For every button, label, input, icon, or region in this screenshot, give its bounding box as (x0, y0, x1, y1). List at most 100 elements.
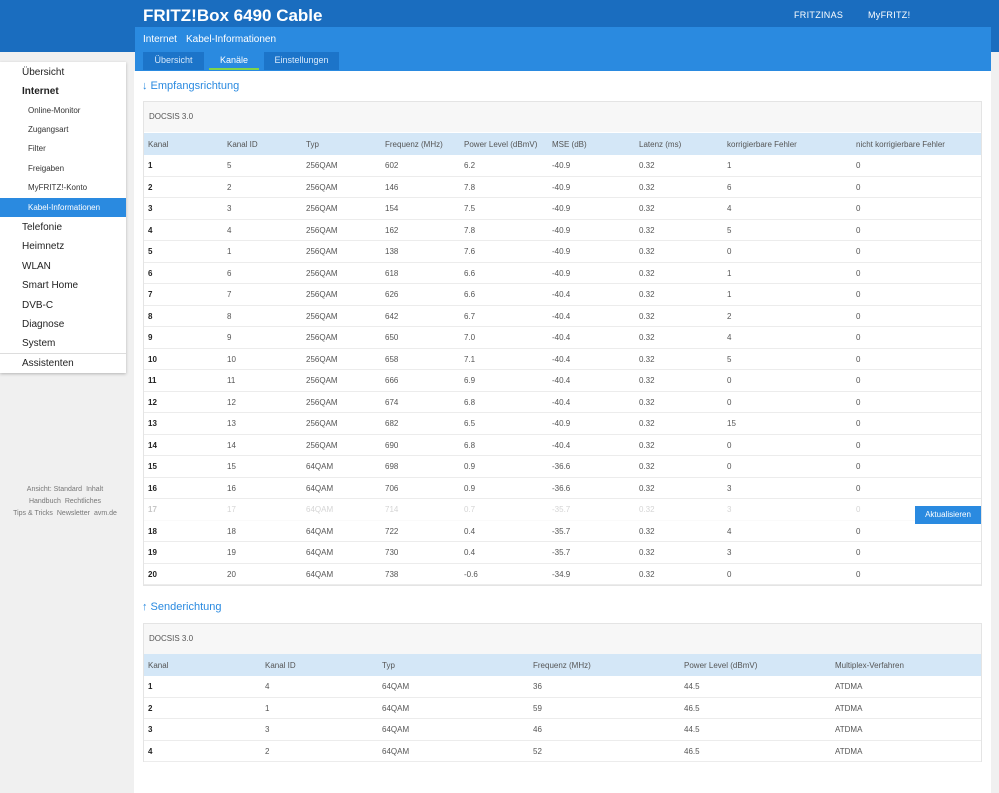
table-cell: 0 (856, 247, 861, 256)
sidebar-item-system[interactable]: System (22, 338, 56, 349)
table-cell: 682 (385, 419, 399, 428)
table-cell: 256QAM (306, 268, 338, 278)
sidebar-item-zugangsart[interactable]: Zugangsart (28, 125, 69, 134)
table-cell: 256QAM (306, 354, 338, 364)
breadcrumb-internet[interactable]: Internet (143, 34, 177, 45)
table-cell: 666 (385, 376, 399, 385)
table-cell: 20 (148, 569, 157, 579)
table-cell: -40.9 (552, 247, 571, 256)
table-cell: -40.4 (552, 354, 571, 364)
table-cell: 2 (265, 746, 270, 756)
column-header: Typ (382, 661, 395, 670)
table-cell: 3 (727, 505, 732, 514)
sidebar-item-diagnose[interactable]: Diagnose (22, 319, 65, 330)
footer-link[interactable]: Ansicht: Standard (26, 486, 83, 493)
upstream-docsis-label: DOCSIS 3.0 (144, 624, 981, 654)
table-row: 20 20 64QAM 738 -0.6 -34.9 0.32 0 0 (144, 564, 981, 585)
sidebar-item-assistenten[interactable]: Assistenten (0, 353, 126, 372)
sidebar-item-freigaben[interactable]: Freigaben (28, 164, 65, 173)
table-cell: 0.32 (639, 440, 655, 450)
table-cell: 36 (533, 682, 542, 691)
table-cell: 138 (385, 247, 399, 256)
sidebar-item-myfritz-konto[interactable]: MyFRITZ!-Konto (28, 183, 88, 192)
footer-link[interactable]: Handbuch (28, 498, 61, 505)
table-cell: 146 (385, 182, 399, 192)
table-cell: 3 (148, 204, 153, 213)
table-row: 2 2 256QAM 146 7.8 -40.9 0.32 6 0 (144, 177, 981, 198)
table-cell: 6 (727, 182, 732, 192)
column-header: Typ (306, 140, 319, 149)
table-cell: 0 (856, 397, 861, 407)
tab-einstellungen[interactable]: Einstellungen (264, 52, 339, 70)
table-cell: 0.9 (464, 462, 476, 471)
sidebar-item-dvb-c[interactable]: DVB-C (22, 300, 54, 311)
table-cell: -36.6 (552, 462, 571, 471)
tab-uebersicht[interactable]: Übersicht (143, 52, 204, 70)
table-cell: 9 (148, 333, 153, 342)
footer-link[interactable]: Rechtliches (64, 498, 102, 505)
sidebar-item-telefonie[interactable]: Telefonie (22, 222, 63, 233)
table-row: 18 18 64QAM 722 0.4 -35.7 0.32 4 0 (144, 521, 981, 542)
breadcrumb-bar (135, 27, 991, 49)
fritzinas-link[interactable]: FRITZINAS (794, 10, 844, 20)
table-cell: 5 (148, 247, 153, 256)
table-cell: 46 (533, 725, 542, 734)
table-cell: 0 (856, 440, 861, 450)
sidebar-item-filter[interactable]: Filter (28, 144, 46, 153)
table-cell: 2 (148, 703, 153, 713)
refresh-button[interactable]: Aktualisieren (915, 506, 981, 524)
footer-link[interactable]: avm.de (93, 510, 117, 517)
table-cell: 64QAM (306, 483, 334, 493)
table-cell: 0 (856, 548, 861, 557)
table-cell: 0.32 (639, 161, 655, 170)
table-cell: 9 (227, 333, 232, 342)
column-header: Kanal (148, 661, 169, 670)
table-cell: 64QAM (306, 462, 334, 471)
footer-link[interactable]: Inhalt (86, 486, 104, 493)
table-cell: 46.5 (684, 746, 700, 756)
tab-kanaele[interactable]: Kanäle (209, 52, 259, 70)
table-cell: 0 (856, 182, 861, 192)
table-cell: 256QAM (306, 161, 338, 170)
sidebar (0, 62, 126, 373)
table-cell: 64QAM (382, 682, 410, 691)
table-cell: 7.6 (464, 247, 476, 256)
footer-link[interactable]: Tips & Tricks (13, 510, 53, 517)
table-cell: 7.8 (464, 225, 476, 235)
table-cell: 4 (727, 333, 732, 342)
myfritz-link[interactable]: MyFRITZ! (868, 10, 911, 20)
table-cell: 256QAM (306, 311, 338, 321)
tab-bar (135, 49, 991, 71)
table-cell: 12 (148, 397, 157, 407)
table-cell: 618 (385, 268, 399, 278)
table-cell: 256QAM (306, 225, 338, 235)
table-cell: ATDMA (835, 725, 863, 734)
sidebar-item-smart-home[interactable]: Smart Home (22, 280, 79, 291)
table-cell: 6 (227, 268, 232, 278)
sidebar-item-online-monitor[interactable]: Online-Monitor (28, 106, 81, 115)
table-row: 10 10 256QAM 658 7.1 -40.4 0.32 5 0 (144, 349, 981, 370)
table-cell: -40.4 (552, 376, 571, 385)
sidebar-item-internet[interactable]: Internet (22, 86, 59, 97)
table-row: 4 2 64QAM 52 46.5 ATDMA (144, 741, 981, 762)
table-cell: 0 (727, 569, 732, 579)
sidebar-item-kabel-informationen[interactable]: Kabel-Informationen (0, 198, 126, 217)
table-cell: 5 (227, 161, 232, 170)
table-cell: 650 (385, 333, 399, 342)
table-cell: 5 (727, 225, 732, 235)
sidebar-item-übersicht[interactable]: Übersicht (22, 67, 65, 78)
sidebar-item-wlan[interactable]: WLAN (22, 261, 51, 272)
table-cell: 19 (227, 548, 236, 557)
sidebar-item-heimnetz[interactable]: Heimnetz (22, 241, 65, 252)
table-cell: 658 (385, 354, 399, 364)
table-cell: 738 (385, 569, 399, 579)
table-row: 3 3 64QAM 46 44.5 ATDMA (144, 719, 981, 741)
table-cell: 14 (227, 440, 236, 450)
table-cell: 0.32 (639, 569, 655, 579)
table-cell: 0.32 (639, 225, 655, 235)
footer-link[interactable]: Newsletter (56, 510, 90, 517)
table-cell: 0 (856, 526, 861, 536)
table-cell: 0.4 (464, 526, 476, 536)
table-cell: 3 (148, 725, 153, 734)
upstream-panel: DOCSIS 3.0 Kanal Kanal ID Typ Frequenz (MHz… (143, 623, 982, 762)
